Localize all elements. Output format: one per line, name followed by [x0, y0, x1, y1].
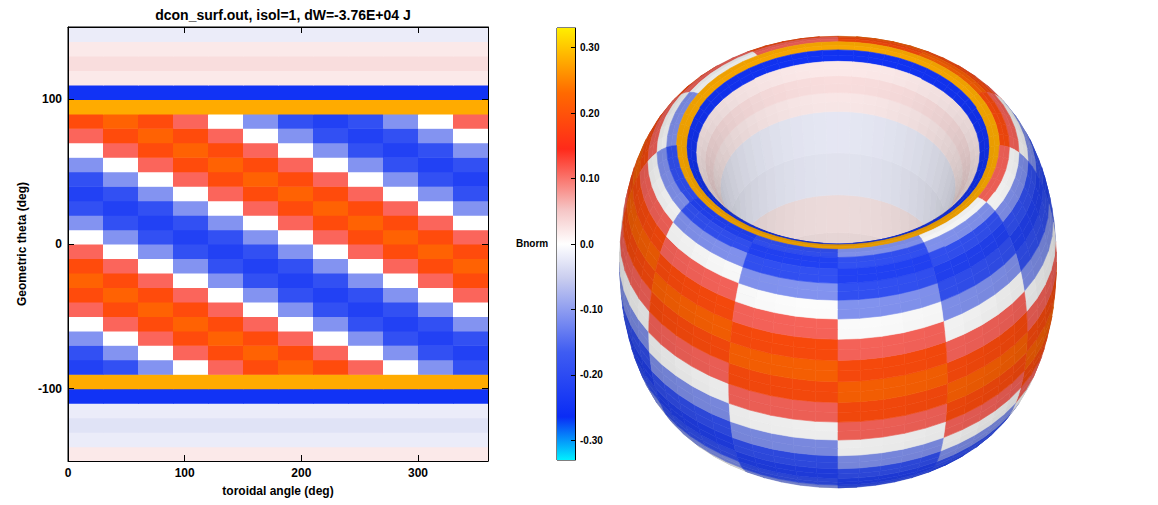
svg-text:Bnorm: Bnorm: [516, 238, 548, 249]
svg-text:100: 100: [175, 466, 195, 480]
svg-text:-0.30: -0.30: [580, 435, 603, 446]
svg-text:100: 100: [42, 92, 62, 106]
svg-text:0: 0: [55, 237, 62, 251]
svg-text:300: 300: [408, 466, 428, 480]
svg-text:dcon_surf.out, isol=1, dW=-3.7: dcon_surf.out, isol=1, dW=-3.76E+04 J: [155, 7, 411, 23]
svg-text:toroidal angle (deg): toroidal angle (deg): [222, 484, 333, 498]
svg-text:-100: -100: [38, 382, 62, 396]
svg-text:-0.20: -0.20: [580, 369, 603, 380]
svg-text:0.10: 0.10: [580, 173, 600, 184]
svg-text:0.30: 0.30: [580, 42, 600, 53]
svg-text:0.0: 0.0: [580, 239, 594, 250]
svg-text:0: 0: [65, 466, 72, 480]
svg-text:200: 200: [291, 466, 311, 480]
svg-text:-0.10: -0.10: [580, 304, 603, 315]
svg-text:Geometric theta (deg): Geometric theta (deg): [15, 182, 29, 306]
svg-text:0.20: 0.20: [580, 108, 600, 119]
